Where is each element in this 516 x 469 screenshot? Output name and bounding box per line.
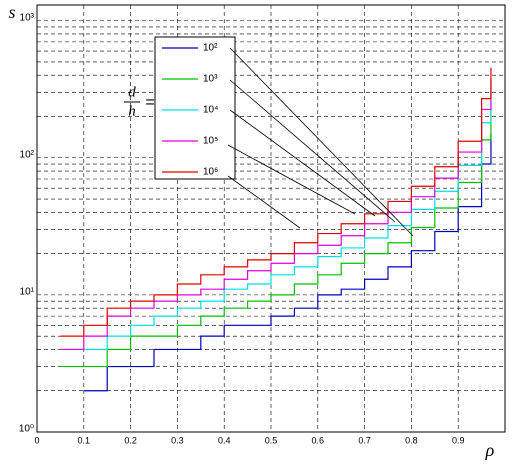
x-axis-label: ρ <box>485 440 495 460</box>
leader-line <box>229 79 396 223</box>
leader-line <box>227 144 356 215</box>
legend-label: 10³ <box>203 74 218 85</box>
legend-label: 10² <box>203 43 218 54</box>
y-tick-label: 10⁰ <box>19 424 34 435</box>
x-tick-label: 0.8 <box>405 435 418 445</box>
y-axis-label: s <box>8 2 15 22</box>
x-tick-label: 0 <box>34 435 39 445</box>
x-tick-label: 0.5 <box>265 435 278 445</box>
y-tick-label: 10² <box>20 149 35 160</box>
x-tick-label: 0.6 <box>312 435 325 445</box>
legend-label-sign: = <box>145 94 154 111</box>
x-tick-label: 0.3 <box>171 435 184 445</box>
legend-label: 10⁶ <box>203 167 218 178</box>
plot-frame <box>36 4 506 433</box>
series-line <box>60 67 492 337</box>
leader-line <box>229 109 376 217</box>
legend-label: 10⁵ <box>203 136 218 147</box>
legend-label-top: d <box>128 84 136 100</box>
x-tick-label: 0.2 <box>124 435 137 445</box>
x-tick-label: 0.1 <box>78 435 91 445</box>
legend-label: 10⁴ <box>203 105 218 116</box>
x-tick-label: 0.7 <box>358 435 371 445</box>
series-line <box>83 133 492 392</box>
x-tick-label: 0.4 <box>218 435 231 445</box>
leader-lines <box>227 47 414 237</box>
x-tick-label: 0.9 <box>452 435 465 445</box>
legend-box <box>154 36 236 180</box>
y-tick-label: 10¹ <box>20 287 35 298</box>
curves <box>60 67 492 392</box>
leader-line <box>229 47 414 237</box>
legend: 10² 10³ 10⁴ 10⁵ 10⁶ <box>162 43 218 178</box>
legend-label-bottom: h <box>128 103 136 119</box>
leader-line <box>227 175 301 229</box>
y-tick-label: 10³ <box>20 12 35 23</box>
